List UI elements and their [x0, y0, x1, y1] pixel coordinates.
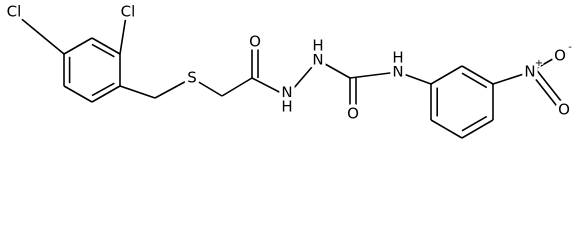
atom-labels: Cl Cl S O N H N H O N H N + O - O: [3, 0, 574, 126]
atom-charge: -: [568, 42, 572, 53]
atom-hydrogen: H: [392, 49, 403, 67]
atom-label: O: [347, 105, 359, 123]
atom-charge: +: [535, 58, 543, 69]
atom-label: N: [392, 63, 403, 81]
bonds: [17, 15, 566, 139]
atom-label: O: [558, 101, 570, 119]
atom-label: S: [187, 69, 197, 87]
atom-label: Cl: [7, 3, 22, 21]
atom-label: O: [249, 33, 261, 51]
atom-label: N: [281, 84, 292, 102]
atom-label: N: [312, 51, 323, 69]
atom-hydrogen: H: [281, 98, 292, 116]
atom-label: O: [554, 47, 566, 65]
atom-label: Cl: [121, 3, 136, 21]
atom-label: N: [524, 63, 535, 81]
molecule-diagram: Cl Cl S O N H N H O N H N + O - O: [3, 0, 574, 139]
atom-hydrogen: H: [312, 37, 323, 55]
